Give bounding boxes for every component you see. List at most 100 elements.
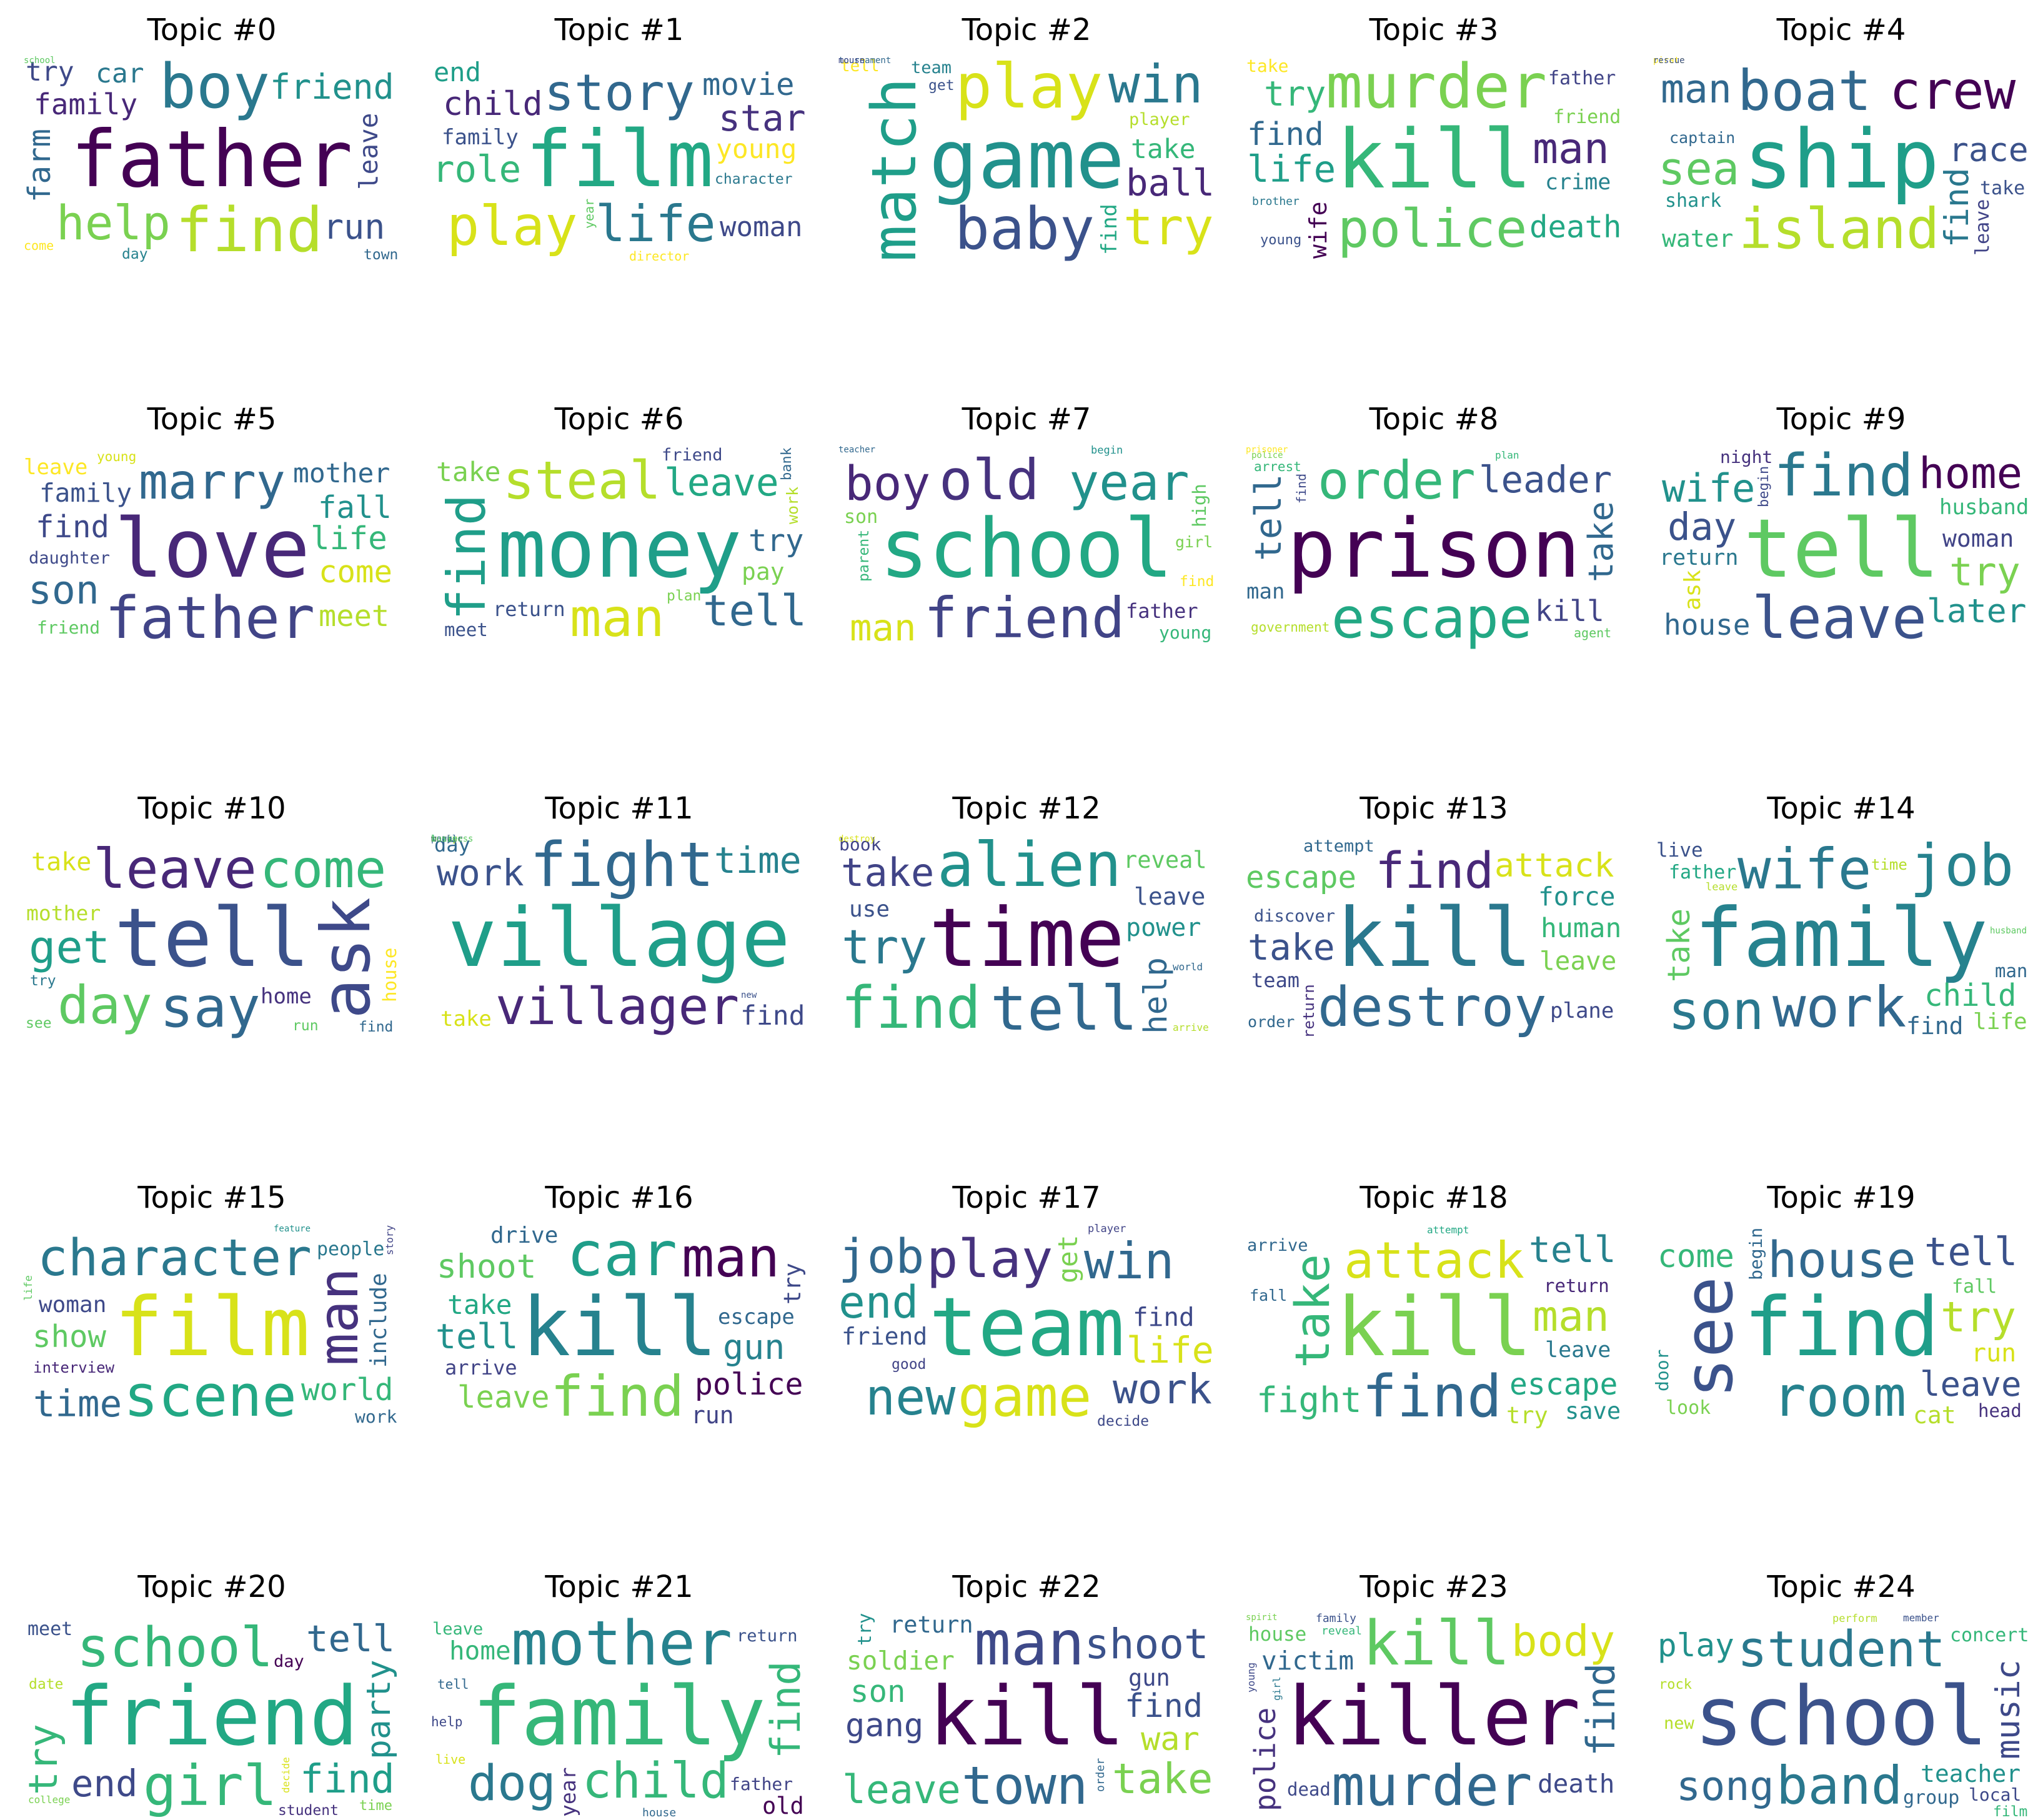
cloud-word: day (1668, 505, 1737, 549)
cloud-word: people (317, 1238, 385, 1260)
cloud-word: return (493, 597, 565, 621)
topic-title: Topic #11 (545, 791, 693, 826)
cloud-word: reveal (1123, 847, 1207, 873)
cloud-word: find (740, 1000, 805, 1032)
cloud-word: father (1548, 67, 1616, 89)
cloud-word: student (278, 1803, 339, 1819)
cloud-word: fall (1250, 1286, 1288, 1305)
cloud-word: order (1318, 450, 1476, 511)
cloud-word: head (1978, 1400, 2022, 1421)
cloud-word: agent (1574, 625, 1612, 640)
cloud-word: wife (1305, 201, 1332, 259)
cloud-word: young (716, 134, 797, 165)
cloud-word: friend (1553, 106, 1621, 128)
topic-title: Topic #22 (952, 1569, 1101, 1604)
cloud-word: leave (457, 1380, 550, 1415)
cloud-word: victim (1261, 1646, 1355, 1676)
topic-title: Topic #5 (147, 402, 277, 437)
cloud-word: find (763, 1661, 807, 1759)
cloud-word: tell (990, 973, 1138, 1041)
cloud-word: return (890, 1613, 973, 1638)
cloud-word: husband (1939, 495, 2029, 520)
cloud-word: find (1180, 574, 1215, 590)
cloud-word: old (939, 447, 1040, 512)
cloud-word: find (1774, 445, 1914, 509)
cloud-word: character (715, 171, 793, 187)
cloud-word: home (1919, 449, 2023, 499)
cloud-word: attack (1494, 847, 1614, 885)
cloud-word: leave (1920, 1365, 2022, 1404)
cloud-word: police (1248, 1707, 1282, 1811)
cloud-word: car (567, 1224, 678, 1290)
cloud-word: leave (1972, 199, 1994, 256)
cloud-word: tell (1247, 474, 1290, 561)
cloud-word: teacher (838, 445, 876, 455)
cloud-word: story (544, 64, 695, 122)
cloud-word: body (1511, 1616, 1616, 1666)
cloud-word: night (1720, 447, 1773, 467)
cloud-word: find (841, 974, 981, 1041)
cloud-word: man (1995, 960, 2028, 982)
cloud-word: find (359, 1019, 394, 1035)
cloud-word: kill (929, 1669, 1125, 1764)
cloud-word: farm (24, 128, 57, 202)
topic-panel: Topic #10 tell say leave come day ask get mother… (24, 791, 400, 1041)
cloud-word: job (838, 1228, 925, 1284)
cloud-word: leave (354, 112, 384, 190)
cloud-word: police (1338, 198, 1528, 259)
topic-panel: Topic #2 game play match baby win try ball take f… (838, 12, 1215, 262)
cloud-word: spirit (1246, 1613, 1278, 1623)
cloud-word: man (1661, 66, 1732, 112)
cloud-word: meet (27, 1618, 73, 1640)
word-cloud: ship island boat crew sea race find man captain w… (1653, 56, 2029, 262)
cloud-word: new (1664, 1714, 1694, 1733)
cloud-word: time (359, 1798, 392, 1814)
cloud-word: find (1133, 1302, 1195, 1332)
topic-title: Topic #10 (137, 791, 286, 826)
word-cloud: father boy find help family friend run car try le… (24, 56, 400, 262)
cloud-word: death (1538, 1769, 1615, 1799)
topic-panel: Topic #21 family mother child dog home father r… (431, 1569, 807, 1819)
cloud-word: try (748, 523, 804, 559)
cloud-word: tell (703, 586, 807, 636)
topic-title: Topic #14 (1767, 791, 1916, 826)
topic-panel: Topic #14 family work wife job son child father… (1653, 791, 2029, 1041)
cloud-word: work (1772, 975, 1907, 1040)
cloud-word: arrive (1173, 1022, 1209, 1033)
cloud-word: leave (432, 1619, 484, 1639)
cloud-word: try (30, 973, 56, 989)
cloud-word: take (31, 848, 92, 877)
cloud-word: try (854, 1613, 875, 1646)
topic-panel: Topic #1 film story life play child movie young… (431, 12, 807, 262)
cloud-word: find (1744, 1280, 1940, 1375)
word-cloud: kill man town shoot soldier leave take find gang… (838, 1613, 1215, 1819)
word-cloud: family mother child dog home father return leav… (431, 1613, 807, 1819)
cloud-word: take (1980, 177, 2026, 199)
cloud-word: take (1248, 926, 1335, 968)
cloud-word: return (1544, 1275, 1609, 1296)
cloud-word: leave (1706, 881, 1738, 893)
cloud-word: pirate (1653, 56, 1685, 66)
cloud-word: man (850, 606, 917, 649)
cloud-word: return (1300, 984, 1318, 1038)
cloud-word: house (642, 1806, 677, 1819)
cloud-word: end (434, 57, 481, 87)
cloud-word: love (114, 501, 311, 596)
cloud-word: kill (1363, 1613, 1511, 1679)
cloud-word: home (449, 1636, 511, 1666)
cloud-word: money (431, 835, 458, 844)
cloud-word: team (911, 58, 952, 77)
cloud-word: leave (842, 1767, 961, 1813)
cloud-word: child (443, 85, 543, 123)
cloud-word: leave (1134, 883, 1206, 910)
cloud-word: play (447, 194, 578, 258)
cloud-word: life (311, 520, 387, 557)
cloud-word: life (1247, 147, 1336, 191)
cloud-word: scene (124, 1363, 297, 1430)
cloud-word: cat (1913, 1401, 1956, 1429)
cloud-word: escape (1246, 860, 1357, 895)
cloud-word: plan (667, 588, 702, 604)
cloud-word: come (260, 838, 387, 900)
cloud-word: find (1362, 1363, 1502, 1430)
cloud-word: director (629, 249, 690, 262)
